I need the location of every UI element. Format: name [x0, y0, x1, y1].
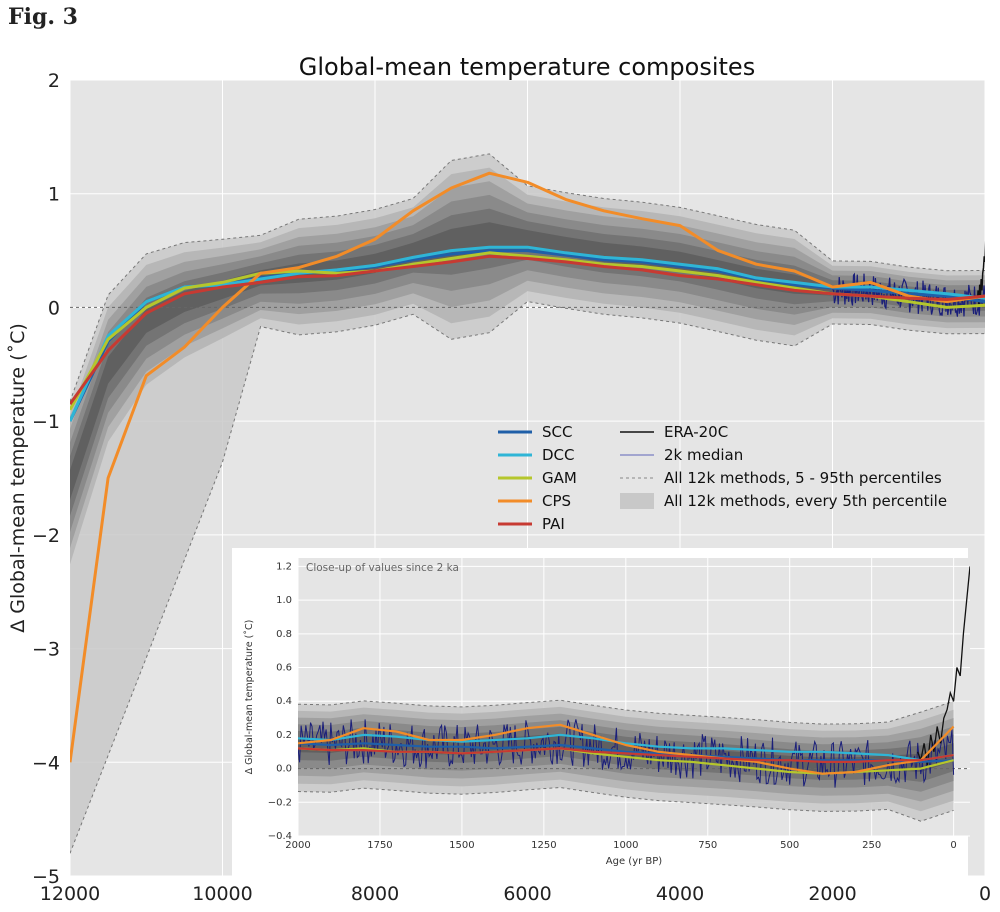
- x-tick-label: 12000: [40, 883, 100, 905]
- legend: SCC DCC GAM CPS PAI ERA-20C 2k median All 12k m…: [498, 423, 947, 533]
- x-tick-label: 750: [698, 840, 717, 851]
- y-tick-label: 1.2: [276, 561, 292, 572]
- y-tick-label: −4: [32, 752, 60, 774]
- legend-label: DCC: [542, 446, 575, 464]
- x-tick-label: 2000: [285, 840, 310, 851]
- inset-series-group: [298, 723, 955, 775]
- legend-label: All 12k methods, every 5th percentile: [664, 492, 947, 510]
- x-tick-label: 1750: [367, 840, 392, 851]
- legend-label: GAM: [542, 469, 577, 487]
- series-line-cps: [298, 723, 955, 775]
- x-tick-label: 0: [979, 883, 991, 905]
- y-tick-label: −0.4: [268, 831, 292, 842]
- legend-label: 2k median: [664, 446, 743, 464]
- y-tick-label: −2: [32, 525, 60, 547]
- main-y-axis-label: Δ Global-mean temperature (˚C): [7, 323, 29, 632]
- y-tick-label: 0: [48, 297, 60, 319]
- inset-x-axis-label: Age (yr BP): [606, 856, 663, 867]
- y-tick-label: 0.6: [276, 663, 292, 674]
- y-tick-label: 1.0: [276, 595, 292, 606]
- percentile-5-line: [70, 300, 985, 854]
- chart-title: Global-mean temperature composites: [299, 53, 755, 81]
- x-tick-label: 500: [780, 840, 799, 851]
- x-tick-label: 4000: [656, 883, 704, 905]
- inset-ticks: 2000 1750 1500 1250 1000 750 500 250 0 1.2 1.0 0.8 0…: [268, 561, 957, 851]
- series-line-pai: [70, 254, 985, 405]
- legend-label: PAI: [542, 515, 565, 533]
- x-tick-label: 2000: [808, 883, 856, 905]
- y-tick-label: 1: [48, 184, 60, 206]
- inset-y-axis-label: Δ Global-mean temperature (˚C): [244, 620, 255, 775]
- y-tick-label: −1: [32, 411, 60, 433]
- y-tick-label: −0.2: [268, 797, 292, 808]
- percentile-95-line: [298, 699, 954, 725]
- percentile-5-line: [298, 786, 954, 822]
- y-tick-label: 0.4: [276, 696, 292, 707]
- series-line-pai: [298, 747, 954, 763]
- legend-swatch: [620, 493, 654, 509]
- legend-label: CPS: [542, 492, 571, 510]
- y-tick-label: 0.8: [276, 629, 292, 640]
- series-line-cps: [70, 171, 985, 763]
- x-tick-label: 8000: [351, 883, 399, 905]
- x-tick-label: 250: [862, 840, 881, 851]
- x-tick-label: 1250: [531, 840, 556, 851]
- series-line-scc: [298, 742, 954, 763]
- inset-era20c: [298, 566, 970, 788]
- x-tick-label: 0: [950, 840, 956, 851]
- percentile-95-line: [70, 153, 985, 402]
- y-tick-label: 0.2: [276, 730, 292, 741]
- y-tick-label: 0.0: [276, 764, 292, 775]
- x-tick-label: 6000: [503, 883, 551, 905]
- y-tick-label: −5: [32, 866, 60, 888]
- figure-label: Fig. 3: [8, 4, 78, 30]
- inset-title: Close-up of values since 2 ka: [306, 562, 459, 574]
- legend-label: SCC: [542, 423, 572, 441]
- series-line-dcc: [298, 733, 954, 762]
- x-tick-label: 1500: [449, 840, 474, 851]
- x-tick-label: 10000: [192, 883, 252, 905]
- main-series-group: [70, 171, 985, 763]
- y-tick-label: −3: [32, 639, 60, 661]
- median-2k-line: [298, 719, 955, 788]
- x-tick-label: 1000: [613, 840, 638, 851]
- legend-label: All 12k methods, 5 - 95th percentiles: [664, 469, 942, 487]
- legend-label: ERA-20C: [664, 423, 728, 441]
- y-tick-label: 2: [48, 70, 60, 92]
- era20c-line: [916, 566, 970, 766]
